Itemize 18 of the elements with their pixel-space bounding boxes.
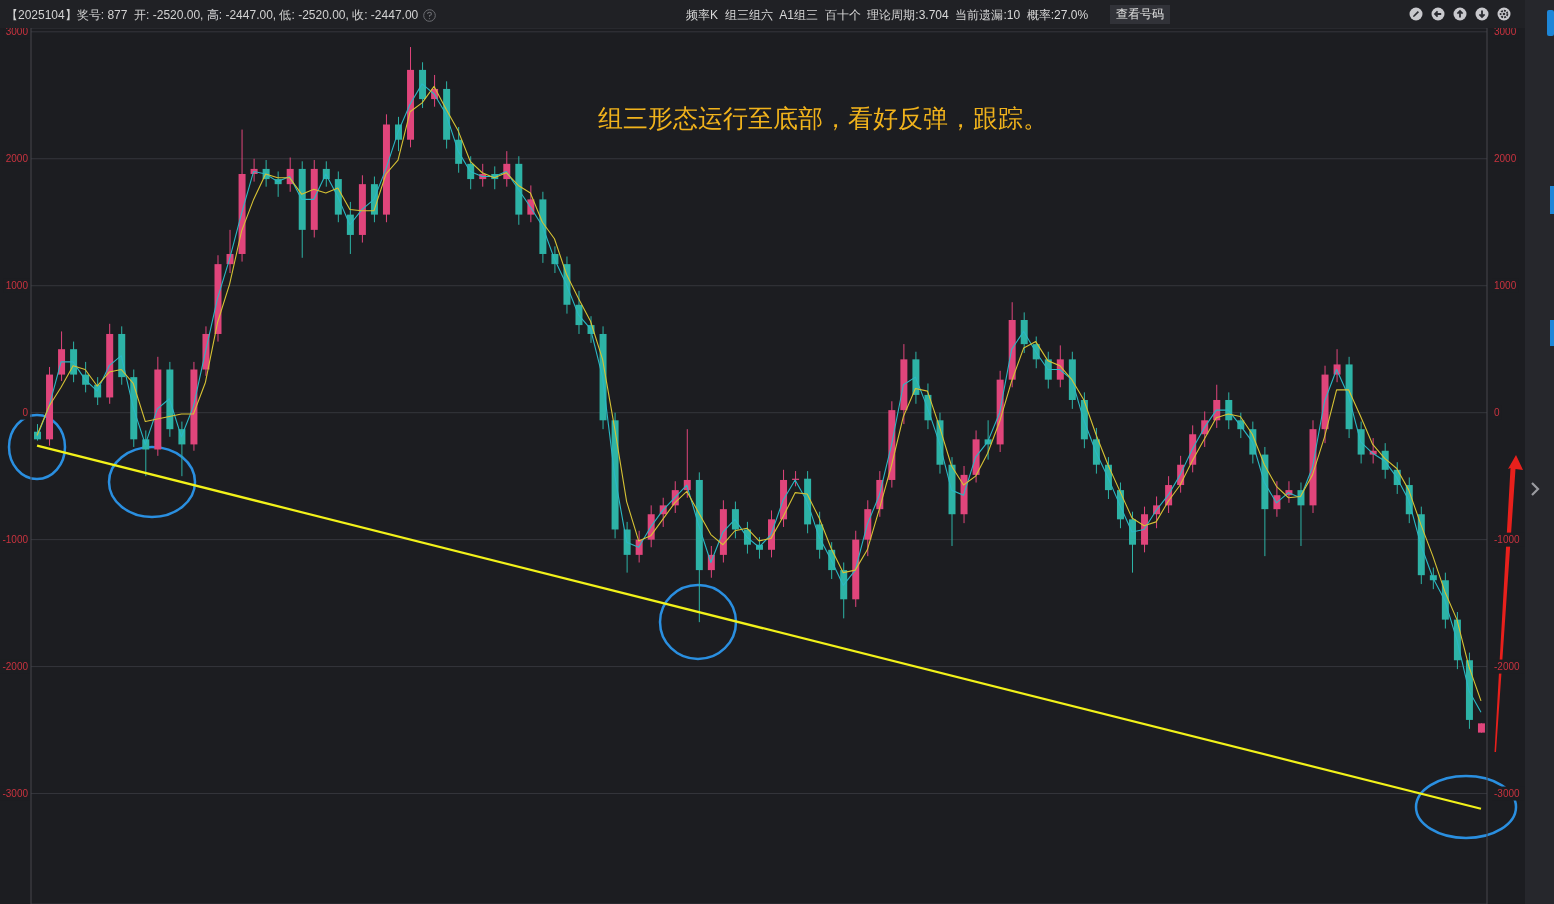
- y2-tick-label: 3000: [1494, 26, 1517, 38]
- chart-title: 【2025104】奖号: 877 开: -2520.00, 高: -2447.00, 低: -2520.00, 收: -2447.00: [6, 7, 419, 24]
- y-tick-label: -1000: [2, 534, 29, 546]
- y-tick-label: 0: [22, 407, 29, 419]
- y-tick-label: -3000: [2, 788, 29, 800]
- y-tick-label: 1000: [5, 280, 29, 292]
- y2-tick-label: -1000: [1494, 534, 1521, 546]
- y-tick-label: 2000: [5, 153, 29, 165]
- y2-tick-label: -3000: [1494, 788, 1521, 800]
- y2-tick-label: 2000: [1494, 153, 1517, 165]
- y2-tick-label: -2000: [1494, 661, 1521, 673]
- y2-tick-label: 0: [1494, 407, 1500, 419]
- annotation: 组三形态运行至底部，看好反弹，跟踪。: [598, 103, 1048, 135]
- chart-subtitle: 频率K 组三组六 A1组三 百十个 理论周期:3.704 当前遗漏:10 概率:27.0%: [686, 7, 1089, 24]
- y-tick-label: 3000: [5, 26, 29, 38]
- button: 查看号码: [1110, 5, 1170, 24]
- y2-tick-label: 1000: [1494, 280, 1517, 292]
- y-tick-label: -2000: [2, 661, 29, 673]
